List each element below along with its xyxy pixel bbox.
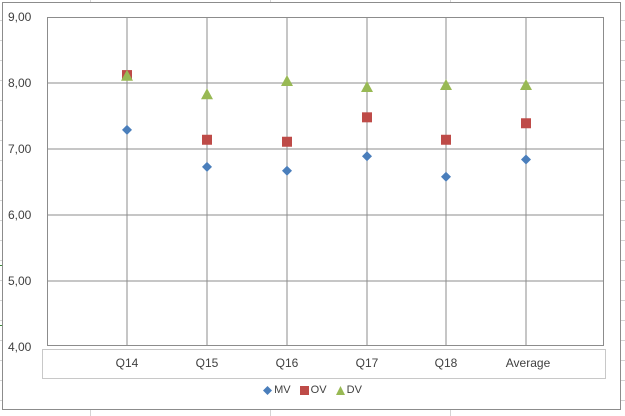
mv-data-point <box>362 151 372 162</box>
mv-data-point <box>521 154 531 165</box>
x-tick-label: Q16 <box>275 356 299 370</box>
triangle-marker-icon <box>335 385 345 395</box>
y-tick-label: 4,00 <box>8 340 32 354</box>
ov-data-point <box>441 134 451 145</box>
category-axis-box <box>42 349 606 379</box>
legend-item-ov: OV <box>299 384 327 396</box>
legend-label: DV <box>346 384 362 396</box>
x-tick-label: Q18 <box>434 356 458 370</box>
ov-data-point <box>282 136 292 147</box>
chart-container[interactable] <box>2 2 621 410</box>
legend-item-mv: MV <box>263 384 291 396</box>
dv-data-point <box>121 69 133 81</box>
y-tick-label: 6,00 <box>8 208 32 222</box>
legend-label: OV <box>310 384 327 396</box>
mv-data-point <box>441 171 451 182</box>
dv-data-point <box>361 80 373 92</box>
dv-data-point <box>201 88 213 100</box>
square-marker-icon <box>299 385 309 395</box>
y-tick-label: 7,00 <box>8 142 32 156</box>
x-tick-label: Q15 <box>195 356 219 370</box>
gridlines <box>47 17 604 346</box>
x-tick-label: Q14 <box>115 356 139 370</box>
dv-data-point <box>281 75 293 87</box>
ov-data-point <box>521 118 531 129</box>
diamond-marker-icon <box>263 385 273 395</box>
mv-data-point <box>202 161 212 172</box>
ov-data-point <box>362 112 372 123</box>
dv-data-point <box>520 78 532 90</box>
y-tick-label: 5,00 <box>8 274 32 288</box>
x-tick-label: Average <box>505 356 551 370</box>
y-tick-label: 8,00 <box>8 76 32 90</box>
mv-data-point <box>122 124 132 135</box>
dv-data-point <box>440 78 452 90</box>
plot-area <box>47 17 604 346</box>
y-tick-label: 9,00 <box>8 10 32 24</box>
legend-label: MV <box>274 384 291 396</box>
data-markers <box>121 69 532 182</box>
x-tick-label: Q17 <box>355 356 379 370</box>
chart-legend: MV OV DV <box>0 384 625 398</box>
ov-data-point <box>202 134 212 145</box>
mv-data-point <box>282 165 292 176</box>
legend-item-dv: DV <box>335 384 362 396</box>
